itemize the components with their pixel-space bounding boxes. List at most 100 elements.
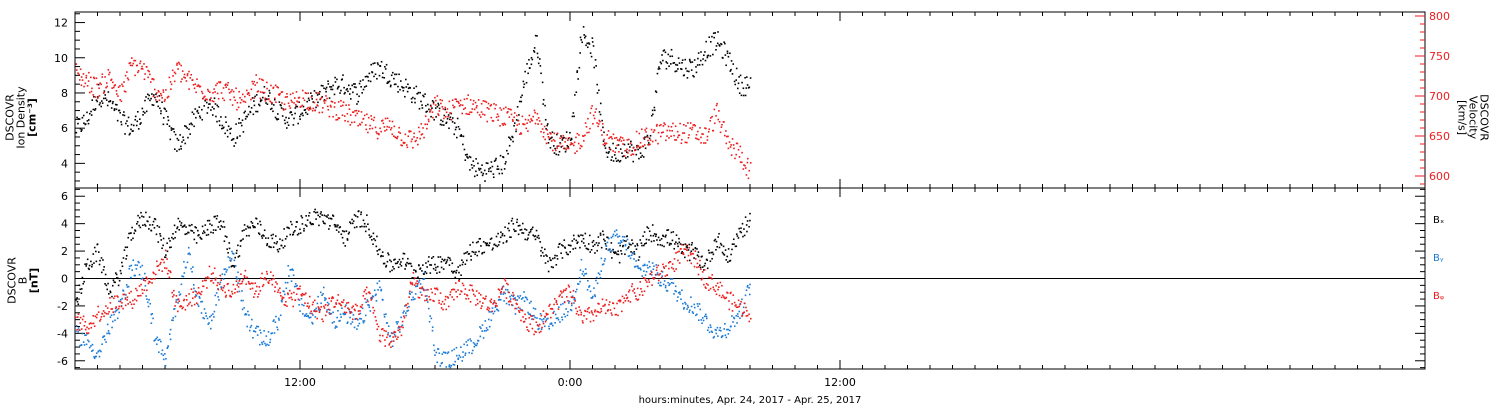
- velocity-point: [112, 81, 114, 84]
- bz-point: [657, 279, 660, 282]
- by-point: [322, 286, 325, 289]
- ion-density-point: [342, 74, 344, 76]
- bz-point: [567, 300, 569, 302]
- bz-point: [122, 307, 124, 310]
- ion-density-point: [99, 102, 101, 104]
- velocity-point: [98, 95, 101, 97]
- velocity-point: [643, 144, 646, 146]
- bx-point: [263, 235, 265, 237]
- bz-point: [232, 283, 235, 286]
- by-point: [404, 312, 407, 314]
- ion-density-point: [513, 122, 516, 124]
- velocity-point: [704, 127, 706, 129]
- by-point: [146, 298, 148, 300]
- velocity-point: [482, 100, 485, 102]
- bx-point: [382, 262, 385, 265]
- bx-point: [239, 245, 242, 247]
- ion-density-point: [419, 91, 422, 94]
- bz-point: [743, 302, 746, 305]
- bx-point: [102, 259, 104, 261]
- ion-density-point: [734, 83, 737, 86]
- bz-point: [533, 333, 535, 336]
- bz-point: [690, 253, 692, 256]
- ion-density-point: [693, 59, 696, 61]
- bz-point: [330, 300, 333, 302]
- by-point: [473, 345, 476, 348]
- by-point: [284, 293, 286, 296]
- bx-point: [656, 239, 658, 241]
- bottom-left-y-tick-label: -6: [57, 355, 68, 368]
- bx-point: [698, 264, 701, 267]
- bx-point: [297, 232, 300, 235]
- velocity-point: [530, 118, 532, 120]
- bx-point: [647, 227, 650, 230]
- bz-point: [99, 320, 101, 322]
- bz-point: [84, 328, 87, 331]
- ion-density-point: [671, 55, 674, 58]
- ion-density-point: [402, 89, 405, 92]
- ion-density-point: [399, 88, 401, 91]
- velocity-point: [362, 117, 365, 120]
- ion-density-point: [650, 114, 653, 117]
- by-point: [651, 262, 654, 264]
- bx-point: [166, 250, 169, 253]
- bx-point: [202, 232, 204, 235]
- by-point: [262, 340, 265, 343]
- by-point: [727, 328, 730, 331]
- by-point: [199, 297, 201, 299]
- velocity-point: [343, 115, 346, 117]
- top-right-y-tick-label: 700: [1429, 90, 1450, 103]
- ion-density-point: [644, 147, 647, 150]
- bx-point: [605, 248, 608, 250]
- by-point: [673, 293, 675, 295]
- ion-density-point: [658, 67, 661, 70]
- velocity-point: [634, 149, 636, 151]
- velocity-point: [239, 101, 242, 104]
- ion-density-point: [96, 100, 99, 103]
- ion-density-point: [224, 116, 227, 118]
- by-point: [387, 332, 389, 334]
- by-point: [177, 302, 179, 304]
- ion-density-point: [460, 135, 463, 137]
- by-point: [557, 318, 560, 321]
- velocity-point: [188, 70, 190, 73]
- by-point: [334, 327, 337, 329]
- velocity-point: [151, 78, 154, 80]
- bz-point: [394, 335, 397, 338]
- by-point: [223, 268, 226, 271]
- bx-point: [507, 227, 509, 230]
- bx-point: [566, 253, 569, 256]
- by-point: [426, 301, 429, 303]
- velocity-point: [290, 99, 293, 102]
- bz-point: [493, 300, 496, 302]
- ion-density-point: [697, 57, 699, 60]
- bz-point: [653, 278, 655, 280]
- bz-point: [99, 318, 102, 321]
- bx-point: [214, 229, 217, 231]
- bz-point: [221, 289, 224, 292]
- ion-density-point: [312, 101, 315, 103]
- by-point: [721, 335, 724, 337]
- velocity-point: [607, 130, 610, 132]
- bz-point: [673, 258, 676, 260]
- bz-point: [660, 270, 663, 272]
- ion-density-point: [286, 121, 289, 124]
- ion-density-point: [467, 157, 469, 159]
- ion-density-point: [166, 123, 169, 126]
- bz-point: [168, 276, 171, 279]
- bx-point: [353, 226, 356, 229]
- bx-point: [446, 259, 449, 261]
- bx-point: [236, 249, 238, 252]
- velocity-point: [248, 94, 251, 97]
- bx-point: [627, 247, 629, 250]
- velocity-point: [445, 111, 448, 114]
- bx-point: [470, 259, 472, 261]
- velocity-point: [295, 91, 298, 93]
- velocity-point: [660, 131, 663, 134]
- by-point: [249, 326, 252, 329]
- ion-density-point: [413, 87, 415, 90]
- bz-point: [87, 332, 90, 334]
- velocity-point: [300, 105, 302, 108]
- velocity-point: [143, 78, 146, 81]
- ion-density-point: [670, 63, 672, 65]
